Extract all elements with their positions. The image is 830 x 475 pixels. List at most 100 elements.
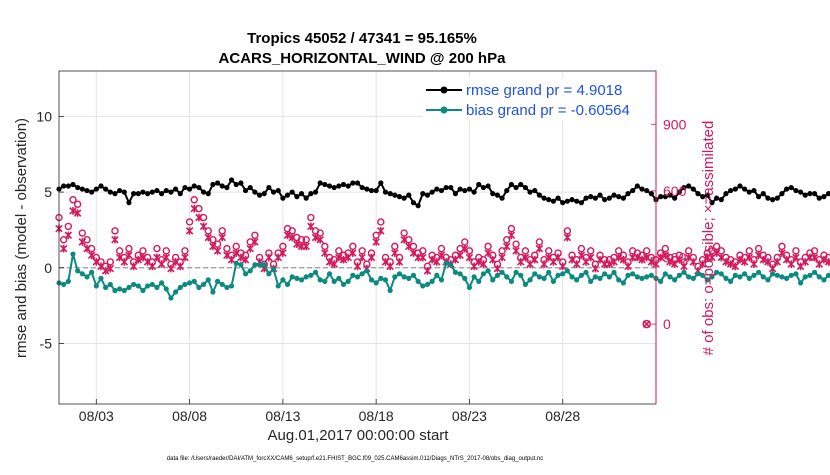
rmse-point xyxy=(770,197,776,203)
rmse-point xyxy=(466,186,473,192)
obs-possible-point xyxy=(185,218,194,226)
plot-area xyxy=(59,71,656,404)
bias-point xyxy=(802,274,808,280)
rmse-point xyxy=(93,186,99,192)
bias-point xyxy=(373,280,379,286)
legend-box xyxy=(422,78,654,120)
rmse-point xyxy=(303,195,309,201)
rmse-point xyxy=(788,184,794,191)
rmse-point xyxy=(368,187,375,194)
legend-label-rmse: rmse grand pr = 4.9018 xyxy=(466,82,622,99)
obs-assimilated-point xyxy=(787,260,796,268)
obs-assimilated-point xyxy=(148,262,157,271)
bias-point xyxy=(742,271,748,277)
rmse-point xyxy=(676,189,682,195)
rmse-point xyxy=(79,186,85,192)
bias-point xyxy=(191,278,197,284)
rmse-point xyxy=(177,191,183,197)
obs-assimilated-point xyxy=(759,255,768,264)
rmse-point xyxy=(364,186,370,192)
bias-point xyxy=(270,266,277,272)
obs-possible-point xyxy=(377,218,385,226)
rmse-point xyxy=(783,186,790,192)
bias-point xyxy=(280,277,286,283)
rmse-point xyxy=(145,191,151,197)
bias-point xyxy=(350,272,356,278)
obs-assimilated-point xyxy=(586,253,595,262)
x-tick-label: 08/03 xyxy=(79,408,114,424)
obs-assimilated-point xyxy=(395,258,404,266)
rmse-point xyxy=(270,189,277,195)
y-tick-label: 5 xyxy=(44,184,52,200)
obs-possible-point xyxy=(642,319,651,329)
obs-assimilated-point xyxy=(521,253,530,262)
rmse-point xyxy=(406,192,412,198)
x-tick-label: 08/23 xyxy=(452,408,487,424)
rmse-point xyxy=(121,189,127,195)
obs-assimilated-point xyxy=(488,255,497,264)
rmse-point xyxy=(737,183,743,189)
obs-assimilated-point xyxy=(218,233,227,242)
rmse-point xyxy=(658,194,664,200)
rmse-point xyxy=(448,184,454,191)
rmse-point xyxy=(774,195,780,201)
rmse-point xyxy=(742,186,748,192)
x-tick-label: 08/28 xyxy=(545,408,580,424)
bias-point xyxy=(401,274,407,280)
obs-possible-point xyxy=(190,196,198,204)
bias-point xyxy=(336,275,342,281)
obs-assimilated-point xyxy=(246,244,254,253)
bias-point xyxy=(513,269,519,275)
rmse-point xyxy=(597,192,603,198)
bias-point xyxy=(131,281,137,288)
rmse-point xyxy=(723,191,729,197)
rmse-point xyxy=(485,183,491,189)
obs-assimilated-point xyxy=(307,222,315,231)
rmse-point xyxy=(186,186,193,192)
rmse-point xyxy=(452,191,459,197)
bias-point xyxy=(182,281,188,288)
rmse-point xyxy=(704,192,710,198)
rmse-point xyxy=(732,186,738,192)
bias-point xyxy=(205,277,211,283)
obs-assimilated-point xyxy=(213,246,222,255)
bias-point xyxy=(508,278,515,284)
rmse-point xyxy=(630,187,636,194)
rmse-point xyxy=(126,200,132,206)
bias-point xyxy=(825,272,830,278)
obs-assimilated-point xyxy=(157,260,166,268)
bias-point xyxy=(289,274,295,280)
obs-assimilated-point xyxy=(423,266,432,275)
bias-point xyxy=(266,271,272,277)
obs-assimilated-point xyxy=(507,231,516,240)
bias-point xyxy=(284,281,291,288)
bias-point xyxy=(224,284,230,291)
rmse-point xyxy=(494,192,501,198)
obs-assimilated-point xyxy=(572,260,581,268)
obs-assimilated-point xyxy=(330,260,338,268)
rmse-point xyxy=(625,191,631,197)
rmse-point xyxy=(294,194,300,200)
bias-point xyxy=(75,268,81,274)
obs-assimilated-point xyxy=(353,262,362,271)
bias-point xyxy=(219,281,225,288)
rmse-point xyxy=(200,189,207,195)
bias-point xyxy=(564,268,570,274)
rmse-point xyxy=(173,186,179,192)
bias-point xyxy=(252,262,258,268)
legend-marker-bias xyxy=(440,106,448,114)
bias-point xyxy=(186,280,193,286)
bias-point xyxy=(378,275,384,281)
bias-point xyxy=(214,278,221,284)
rmse-point xyxy=(373,187,379,194)
bias-point xyxy=(247,268,253,274)
bias-point xyxy=(583,269,589,275)
obs-assimilated-point xyxy=(433,258,441,266)
bias-point xyxy=(737,274,743,280)
obs-assimilated-point xyxy=(227,255,236,264)
bias-point xyxy=(797,280,804,286)
rmse-point xyxy=(261,191,267,197)
bias-point xyxy=(452,269,459,275)
bias-point xyxy=(756,269,762,275)
obs-assimilated-point xyxy=(335,253,343,262)
